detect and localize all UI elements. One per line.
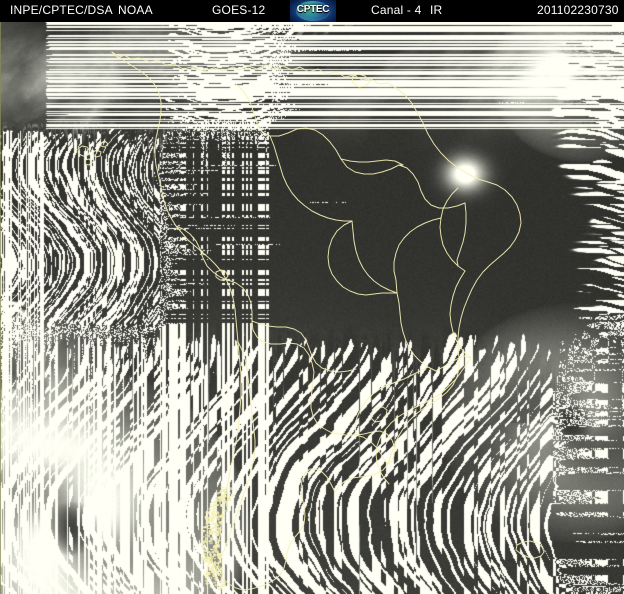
border-path <box>398 164 466 209</box>
globe-icon <box>296 1 330 21</box>
border-path <box>340 158 404 166</box>
border-path <box>111 51 397 89</box>
header-source-label: INPE/CPTEC/DSA <box>10 3 113 17</box>
border-path <box>211 559 244 591</box>
border-path <box>269 135 353 222</box>
border-path <box>211 341 256 575</box>
border-path <box>351 220 398 294</box>
header-satellite-label: GOES-12 <box>212 3 266 17</box>
border-path <box>77 145 91 157</box>
border-path <box>327 220 398 296</box>
border-path <box>370 406 388 423</box>
border-path <box>242 468 336 591</box>
cptec-logo-text: CPTEC <box>296 4 330 15</box>
border-path <box>355 430 396 465</box>
header-agency-label: NOAA <box>118 3 153 17</box>
image-left-border <box>0 22 1 594</box>
header-band-label: IR <box>430 3 443 17</box>
border-path <box>439 187 466 272</box>
header-channel-label: Canal - 4 <box>371 3 422 17</box>
infrared-cloud-layer <box>0 22 624 594</box>
border-path <box>92 149 102 158</box>
patagonia-archipelago <box>200 486 235 591</box>
border-path <box>515 540 545 559</box>
header-timestamp-label: 201102230730 <box>537 3 619 17</box>
border-path <box>456 202 467 267</box>
border-path <box>334 463 389 493</box>
border-path <box>235 83 400 175</box>
border-path <box>435 355 472 372</box>
border-path <box>351 73 371 88</box>
border-path <box>396 292 437 372</box>
border-path <box>354 366 429 436</box>
satellite-image <box>0 22 624 594</box>
border-path <box>175 225 315 373</box>
image-header-bar: INPE/CPTEC/DSA NOAA GOES-12 CPTEC Canal … <box>0 0 624 22</box>
border-path <box>84 158 93 166</box>
border-path <box>251 320 357 373</box>
border-path <box>375 357 472 485</box>
border-path <box>100 140 109 148</box>
coastline-overlay <box>77 51 545 591</box>
border-path <box>393 217 442 294</box>
border-path <box>387 87 522 465</box>
border-path <box>111 51 242 561</box>
border-path <box>215 269 229 281</box>
border-path <box>449 270 472 359</box>
cptec-logo: CPTEC <box>290 0 336 22</box>
